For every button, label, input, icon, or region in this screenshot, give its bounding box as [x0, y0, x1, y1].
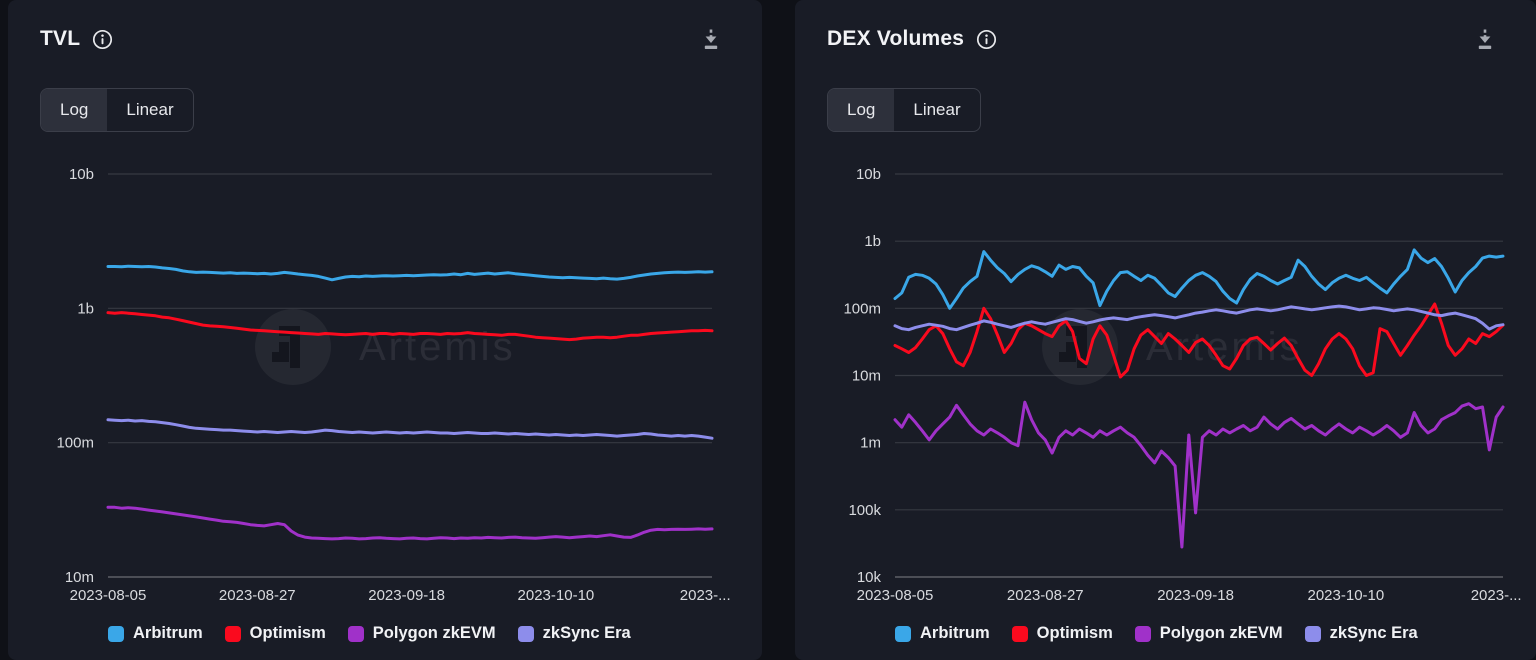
x-tick-label: 2023-08-05 [70, 587, 147, 604]
legend-label: Polygon zkEVM [372, 624, 496, 642]
x-tick-label: 2023-09-18 [368, 587, 445, 604]
tvl-panel-header: TVL [8, 0, 762, 54]
legend-item-arbitrum[interactable]: Arbitrum [895, 624, 990, 643]
legend-label: Arbitrum [133, 624, 203, 642]
legend-swatch-icon [517, 625, 534, 642]
dex-volumes-panel: DEX Volumes Log Linear [795, 0, 1536, 660]
y-tick-label: 1m [860, 435, 881, 452]
series-line-optimism [893, 302, 1505, 379]
y-tick-label: 100m [56, 435, 94, 452]
scale-toggle: Log Linear [40, 88, 194, 132]
x-tick-label: 2023-09-18 [1157, 587, 1234, 604]
page-title: DEX Volumes [827, 27, 965, 50]
legend-swatch-icon [1134, 625, 1151, 642]
x-tick-label: 2023-08-27 [1007, 587, 1084, 604]
legend-item-optimism[interactable]: Optimism [1011, 624, 1113, 643]
legend-item-polygon-zkevm[interactable]: Polygon zkEVM [347, 624, 496, 643]
scale-toggle: Log Linear [827, 88, 981, 132]
series-line-zksync-era [893, 304, 1505, 332]
series-line-arbitrum [893, 248, 1505, 310]
y-tick-label: 1b [864, 233, 881, 250]
legend-label: Optimism [1036, 624, 1113, 642]
series-line-arbitrum [106, 264, 714, 282]
dex-panel-header: DEX Volumes [795, 0, 1536, 54]
y-tick-label: 10b [856, 166, 881, 183]
legend-label: Optimism [249, 624, 326, 642]
legend-label: Polygon zkEVM [1159, 624, 1283, 642]
series-line-polygon-zkevm [106, 505, 714, 541]
y-tick-label: 100m [843, 300, 881, 317]
legend-item-zksync-era[interactable]: zkSync Era [517, 624, 631, 643]
x-tick-label: 2023-... [680, 587, 731, 604]
legend-swatch-icon [347, 625, 364, 642]
x-tick-label: 2023-10-10 [518, 587, 595, 604]
download-icon [704, 29, 718, 49]
legend-label: zkSync Era [542, 624, 631, 642]
tvl-legend: Arbitrum Optimism Polygon zkEVM zkSync Era [108, 624, 762, 643]
series-line-zksync-era [106, 418, 714, 440]
legend-swatch-icon [1304, 625, 1321, 642]
y-tick-label: 100k [848, 502, 881, 519]
series-line-polygon-zkevm [893, 400, 1505, 549]
legend-swatch-icon [1011, 625, 1028, 642]
toggle-log[interactable]: Log [41, 89, 108, 131]
legend-swatch-icon [224, 625, 241, 642]
series-line-optimism [106, 311, 714, 342]
x-tick-label: 2023-10-10 [1308, 587, 1385, 604]
legend-label: zkSync Era [1329, 624, 1418, 642]
page-title: TVL [40, 27, 81, 50]
toggle-linear[interactable]: Linear [894, 89, 979, 131]
x-tick-label: 2023-08-27 [219, 587, 296, 604]
legend-swatch-icon [895, 625, 911, 642]
legend-swatch-icon [108, 625, 124, 642]
info-icon[interactable] [976, 29, 997, 50]
download-button[interactable] [1474, 27, 1496, 51]
y-tick-label: 10b [69, 166, 94, 183]
legend-label: Arbitrum [920, 624, 990, 642]
toggle-linear[interactable]: Linear [107, 89, 192, 131]
toggle-log[interactable]: Log [828, 89, 895, 131]
dex-legend: Arbitrum Optimism Polygon zkEVM zkSync Era [895, 624, 1536, 643]
legend-item-arbitrum[interactable]: Arbitrum [108, 624, 203, 643]
legend-item-zksync-era[interactable]: zkSync Era [1304, 624, 1418, 643]
legend-item-polygon-zkevm[interactable]: Polygon zkEVM [1134, 624, 1283, 643]
legend-item-optimism[interactable]: Optimism [224, 624, 326, 643]
x-tick-label: 2023-08-05 [857, 587, 934, 604]
download-icon [1478, 29, 1492, 49]
y-tick-label: 10m [65, 569, 94, 586]
y-tick-label: 10k [857, 569, 882, 586]
x-tick-label: 2023-... [1471, 587, 1522, 604]
info-icon[interactable] [92, 29, 113, 50]
y-tick-label: 1b [77, 300, 94, 317]
y-tick-label: 10m [852, 368, 881, 385]
download-button[interactable] [700, 27, 722, 51]
tvl-panel: TVL Log Linear [8, 0, 762, 660]
